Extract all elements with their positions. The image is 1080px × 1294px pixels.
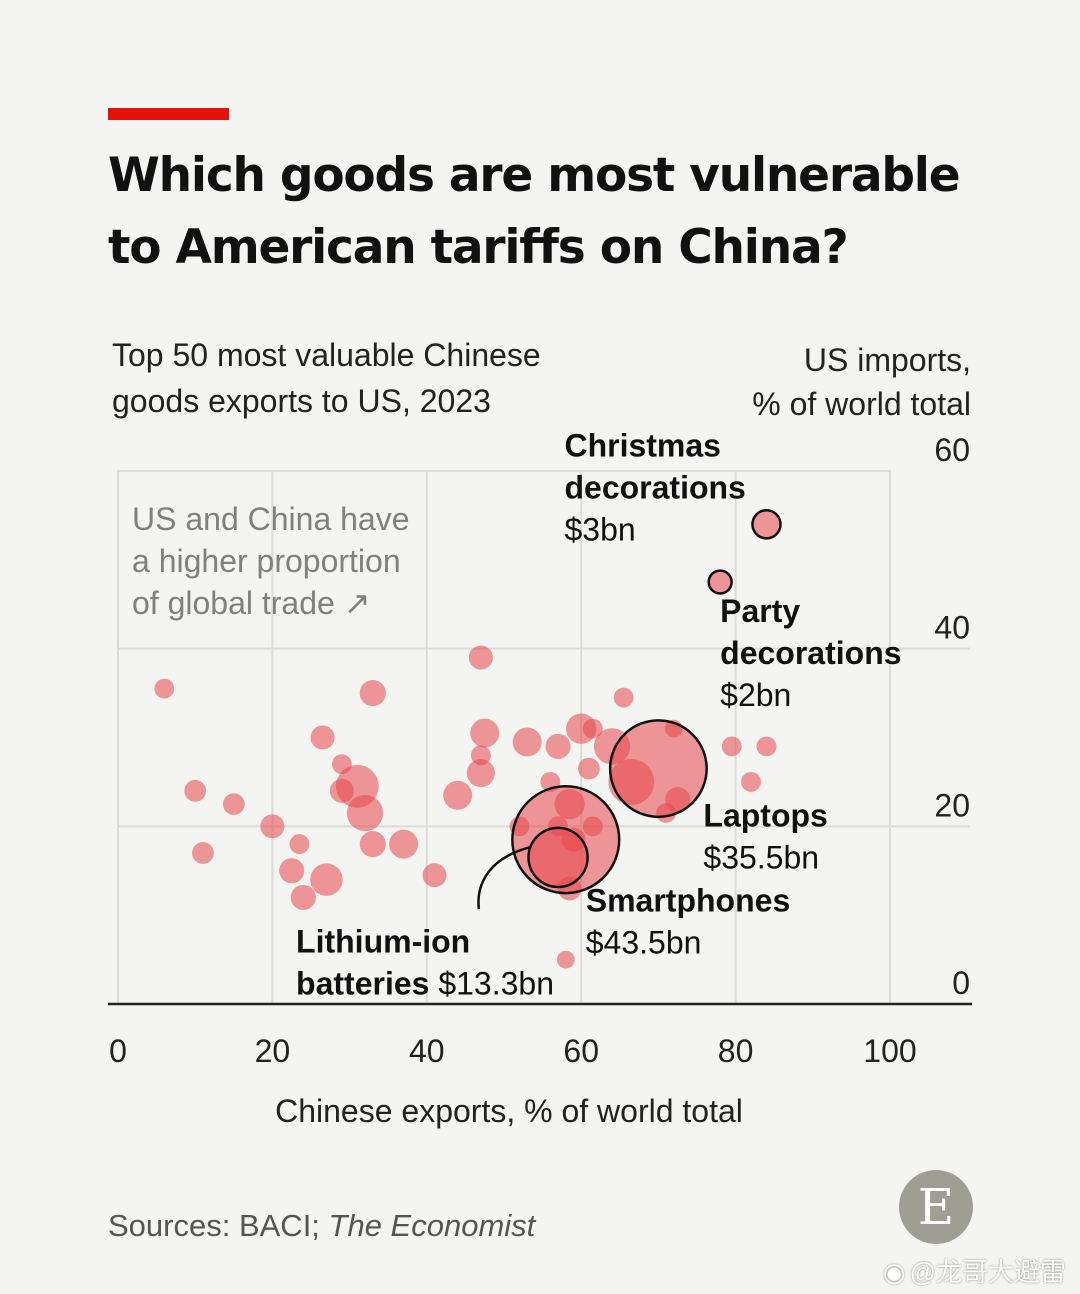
source-publisher: The Economist bbox=[328, 1208, 536, 1243]
data-point bbox=[289, 834, 310, 855]
data-point bbox=[721, 736, 742, 757]
x-axis-title: Chinese exports, % of world total bbox=[275, 1093, 743, 1129]
y-axis-title: US imports, % of world total bbox=[671, 338, 971, 426]
data-point bbox=[741, 771, 761, 792]
bubble-label-name-text: decorations bbox=[720, 635, 901, 671]
data-point bbox=[468, 645, 493, 670]
x-tick-label: 20 bbox=[255, 1033, 291, 1069]
data-point bbox=[260, 814, 285, 839]
x-tick-label: 40 bbox=[409, 1033, 445, 1069]
bubble-label-value: $3bn bbox=[564, 511, 635, 547]
data-point bbox=[545, 733, 571, 759]
data-point bbox=[470, 718, 500, 748]
data-point bbox=[756, 736, 777, 757]
bubble-label-name: Lithium-ion bbox=[296, 923, 470, 959]
quadrant-annotation-line: US and China have bbox=[132, 501, 410, 537]
title-line-1: Which goods are most vulnerable bbox=[108, 148, 961, 203]
chart-subtitle: Top 50 most valuable Chinese goods expor… bbox=[112, 332, 632, 424]
bubble-label-value: $35.5bn bbox=[703, 840, 819, 876]
data-point bbox=[184, 779, 207, 802]
bubble-label-name: Laptops bbox=[703, 798, 827, 834]
bubble-label-name-text: Party bbox=[720, 593, 800, 629]
highlight-point bbox=[751, 509, 782, 540]
data-point bbox=[582, 718, 603, 739]
bubble-label-name: Christmas bbox=[564, 427, 721, 463]
data-point bbox=[192, 842, 214, 864]
bubble-label-name-text: Christmas bbox=[564, 427, 721, 463]
bubble-label-name: decorations bbox=[720, 635, 901, 671]
y-tick-label: 40 bbox=[934, 610, 970, 646]
highlight-point bbox=[608, 719, 708, 819]
x-tick-label: 0 bbox=[109, 1033, 127, 1069]
data-point bbox=[359, 680, 386, 707]
highlight-point bbox=[707, 569, 733, 595]
x-tick-label: 80 bbox=[718, 1033, 754, 1069]
x-tick-label: 100 bbox=[863, 1033, 916, 1069]
data-point bbox=[222, 793, 245, 815]
data-point bbox=[346, 794, 384, 832]
data-point bbox=[290, 884, 316, 910]
subtitle-line-2: goods exports to US, 2023 bbox=[112, 383, 491, 419]
data-point bbox=[310, 725, 335, 750]
bubble-label-name-text: Smartphones bbox=[586, 883, 790, 919]
watermark-text: @龙哥大避雷 bbox=[909, 1257, 1066, 1287]
data-point bbox=[422, 863, 447, 888]
bubble-label-value: $2bn bbox=[720, 677, 791, 713]
bubble-label-name: batteries $13.3bn bbox=[296, 965, 554, 1001]
data-point bbox=[443, 780, 473, 810]
y-tick-label: 0 bbox=[952, 965, 970, 1001]
x-tick-label: 60 bbox=[563, 1033, 599, 1069]
data-point bbox=[359, 831, 386, 858]
bubble-label-name-text: batteries bbox=[296, 965, 429, 1001]
y-tick-label: 20 bbox=[934, 787, 970, 823]
y-axis-title-line-1: US imports, bbox=[803, 342, 971, 378]
subtitle-line-1: Top 50 most valuable Chinese bbox=[112, 337, 541, 373]
data-point bbox=[389, 829, 419, 859]
quadrant-annotation-line: a higher proportion bbox=[132, 543, 401, 579]
bubble-label-name-text: Lithium-ion bbox=[296, 923, 470, 959]
chart-title: Which goods are most vulnerable to Ameri… bbox=[108, 140, 988, 284]
weibo-icon: ◉ bbox=[882, 1257, 906, 1287]
bubble-label-value: $43.5bn bbox=[586, 925, 702, 961]
data-point bbox=[310, 863, 343, 896]
data-point bbox=[613, 687, 634, 708]
data-point bbox=[154, 678, 175, 699]
data-point bbox=[578, 757, 600, 780]
bubble-label-name-text: Laptops bbox=[703, 798, 827, 834]
source-prefix: Sources: BACI; bbox=[108, 1208, 329, 1243]
accent-bar bbox=[108, 108, 229, 120]
y-axis-title-line-2: % of world total bbox=[752, 386, 971, 422]
title-line-2: to American tariffs on China? bbox=[108, 220, 849, 275]
bubble-label-name-text: decorations bbox=[564, 469, 745, 505]
bubble-label-name: Party bbox=[720, 593, 800, 629]
bubble-label-value: $13.3bn bbox=[429, 965, 554, 1001]
data-point bbox=[466, 759, 495, 788]
data-point bbox=[279, 858, 305, 884]
bubble-label-name: decorations bbox=[564, 469, 745, 505]
data-point bbox=[556, 950, 575, 969]
data-point bbox=[512, 727, 542, 757]
economist-logo: E bbox=[899, 1170, 973, 1244]
data-point bbox=[470, 745, 491, 766]
leader-line bbox=[477, 845, 532, 910]
source-note: Sources: BACI; The Economist bbox=[108, 1208, 535, 1244]
quadrant-annotation-line: of global trade ↗ bbox=[132, 585, 371, 621]
highlight-point bbox=[527, 826, 589, 889]
watermark: ◉ @龙哥大避雷 bbox=[883, 1252, 1066, 1289]
y-tick-label: 60 bbox=[934, 432, 970, 468]
bubble-label-name: Smartphones bbox=[586, 883, 790, 919]
